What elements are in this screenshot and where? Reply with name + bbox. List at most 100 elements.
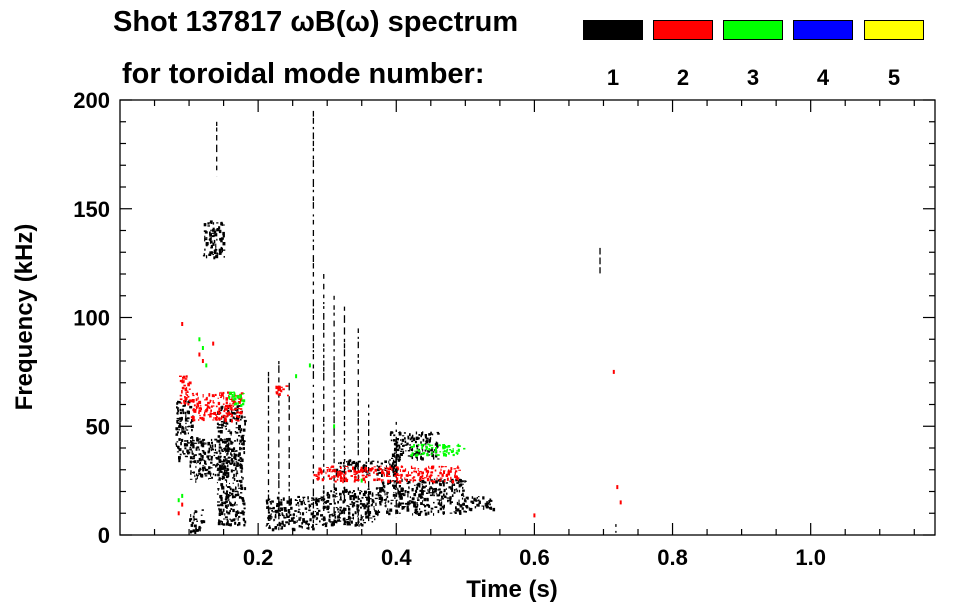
spectrum-pixel	[190, 470, 192, 473]
spectrum-pixel	[195, 510, 198, 513]
spectrum-pixel	[409, 433, 411, 436]
spectrum-pixel	[427, 489, 429, 492]
spectrum-pixel	[360, 514, 362, 517]
spectrum-pixel	[218, 477, 221, 481]
spectrum-pixel	[238, 479, 242, 482]
spectrum-pixel	[436, 431, 439, 434]
spectrum-pixel	[218, 229, 222, 234]
spectrum-pixel	[443, 490, 446, 493]
spectrum-pixel	[191, 450, 193, 454]
spectrum-pixel	[221, 501, 224, 504]
spectrum-pixel	[373, 506, 375, 508]
spectrum-pixel	[192, 394, 195, 397]
spectrum-pixel	[206, 407, 209, 412]
spectrum-pixel	[226, 467, 229, 471]
y-tick-label: 100	[73, 306, 110, 331]
spectrum-pixel	[213, 251, 217, 255]
spectrum-pixel	[237, 491, 239, 495]
spectrum-pixel	[216, 439, 218, 443]
spectrum-pixel	[456, 501, 459, 506]
spectrum-pixel	[196, 476, 198, 480]
spectrum-pixel	[237, 402, 239, 405]
spectrum-pixel	[404, 490, 407, 493]
spectrum-pixel	[381, 496, 383, 500]
spectrum-pixel	[326, 506, 329, 511]
spectrum-pixel	[215, 254, 219, 259]
spectrum-pixel	[302, 499, 305, 502]
spectrum-pixel	[449, 512, 453, 514]
spectrum-pixel	[199, 414, 201, 416]
spectrum-pixel	[203, 468, 207, 470]
spectrum-pixel	[398, 432, 402, 436]
spectrum-pixel	[208, 253, 212, 256]
spectrum-pixel	[448, 470, 450, 473]
spectrum-pixel	[235, 460, 238, 462]
spectrum-pixel	[185, 392, 187, 395]
spectrum-pixel	[274, 509, 278, 513]
spectrum-pixel	[203, 459, 205, 462]
spectrum-pixel	[377, 492, 380, 494]
spectrum-pixel	[327, 496, 329, 499]
spectrum-pixel	[196, 392, 198, 396]
spectrum-pixel	[415, 453, 419, 456]
spectrum-pixel	[413, 476, 416, 478]
spectrum-pixel	[218, 226, 221, 230]
spectrum-pixel	[470, 500, 473, 503]
legend-swatch-mode-2	[653, 20, 713, 40]
spectrum-pixel	[410, 445, 414, 449]
spectrum-pixel	[292, 516, 295, 519]
spectrum-pixel	[221, 511, 224, 516]
spectrum-pixel	[397, 489, 399, 494]
spectrum-pixel	[369, 517, 373, 519]
spectrum-pixel	[175, 427, 178, 431]
spectrum-pixel	[394, 475, 397, 477]
spectrum-pixel	[238, 464, 242, 466]
spectrum-pixel	[443, 479, 446, 481]
spectrum-pixel	[298, 504, 300, 507]
spectrum-pixel	[443, 480, 446, 483]
spectrum-pixel	[203, 253, 206, 257]
spectrum-pixel	[417, 470, 419, 472]
spectrum-pixel	[219, 394, 222, 396]
spectrum-pixel	[277, 388, 280, 392]
spectrum-pixel	[446, 448, 449, 451]
spectrum-pixel	[334, 487, 337, 491]
spectrum-pixel	[278, 522, 282, 527]
spectrum-pixel	[413, 484, 416, 486]
spectrum-pixel	[360, 466, 363, 469]
spectrum-pixel	[204, 411, 206, 415]
spectrum-point	[177, 498, 180, 503]
spectrum-pixel	[176, 431, 179, 434]
spectrum-pixel	[432, 491, 435, 494]
spectrum-pixel	[223, 476, 225, 480]
spectrum-pixel	[222, 486, 225, 490]
spectrum-pixel	[228, 398, 230, 400]
spectrum-pixel	[179, 408, 182, 412]
spectrum-pixel	[215, 229, 218, 231]
spectrum-pixel	[211, 229, 215, 232]
spectrum-pixel	[351, 501, 353, 504]
spectrum-pixel	[335, 468, 339, 473]
spectrum-pixel	[181, 380, 185, 384]
spectrum-pixel	[187, 410, 190, 415]
spectrum-pixel	[382, 472, 385, 474]
spectrum-pixel	[190, 416, 194, 419]
spectrum-pixel	[208, 477, 212, 479]
spectrum-pixel	[412, 434, 414, 437]
spectrum-pixel	[227, 504, 229, 507]
spectrum-pixel	[411, 471, 413, 474]
spectrum-pixel	[240, 492, 243, 494]
spectrum-pixel	[449, 498, 452, 502]
spectrum-pixel	[406, 508, 410, 512]
spectrum-pixel	[216, 463, 218, 467]
spectrum-pixel	[371, 521, 374, 523]
spectrum-pixel	[190, 440, 193, 442]
spectrum-pixel	[236, 462, 240, 465]
spectrum-pixel	[393, 442, 396, 446]
spectrum-pixel	[221, 449, 223, 452]
spectrum-pixel	[199, 461, 201, 463]
spectrum-pixel	[407, 481, 411, 484]
spectrum-pixel	[315, 523, 318, 525]
spectrum-pixel	[184, 411, 187, 415]
spectrum-pixel	[235, 416, 238, 420]
